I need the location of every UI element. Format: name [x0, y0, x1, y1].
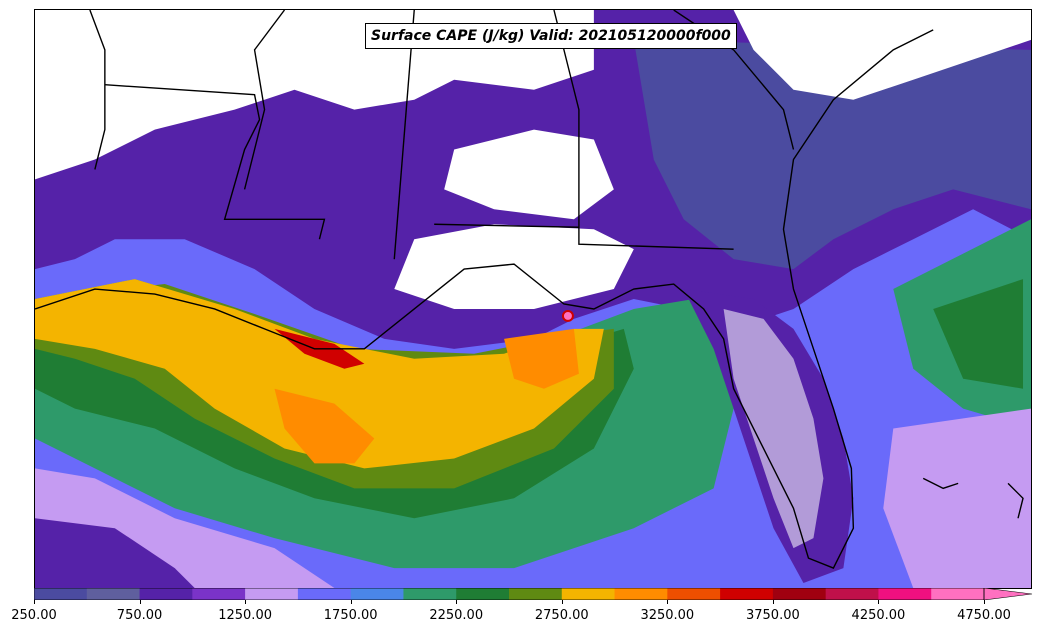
state-line-4	[553, 10, 734, 250]
cape-hotspot	[561, 309, 574, 322]
colorbar-segment	[509, 588, 563, 600]
colorbar-extend-arrow	[983, 588, 1033, 600]
colorbar-segment	[667, 588, 721, 600]
colorbar-tick-label: 2250.00	[429, 608, 484, 623]
colorbar-segment	[297, 588, 352, 600]
colorbar-segment	[86, 588, 141, 600]
colorbar-tick-mark	[456, 600, 458, 604]
state-line-3	[393, 10, 415, 260]
colorbar-segment	[878, 588, 932, 600]
florida-white-field	[723, 308, 824, 549]
inland-slate-field	[633, 39, 1031, 270]
white-land-north	[35, 10, 594, 180]
cape-map	[35, 10, 1031, 588]
gulf-orange-field-2	[504, 328, 579, 389]
coastline-gulf	[35, 29, 934, 569]
colorbar-segment	[192, 588, 246, 600]
map-title: Surface CAPE (J/kg) Valid: 202105120000f…	[365, 23, 737, 49]
colorbar-segment	[456, 588, 510, 600]
colorbar-segment	[34, 588, 88, 600]
state-line-2	[104, 84, 326, 240]
borders	[35, 10, 1024, 569]
colorbar-segment	[403, 588, 457, 600]
atlantic-lavender-field	[883, 408, 1031, 588]
state-line-1	[89, 10, 106, 170]
colorbar-tick-mark	[561, 600, 563, 604]
atlantic-darkgreen-field	[933, 279, 1024, 389]
colorbar-segment	[931, 588, 985, 600]
gulf-yellow-field	[35, 279, 604, 469]
colorbar-tick-mark	[245, 600, 247, 604]
colorbar-segment	[245, 588, 299, 600]
colorbar-tick-mark	[34, 600, 35, 604]
white-land-mid	[444, 129, 614, 220]
sw-purple-field	[35, 518, 195, 588]
colorbar-outline	[34, 588, 985, 600]
colorbar-segment	[561, 588, 616, 600]
map-panel: Surface CAPE (J/kg) Valid: 202105120000f…	[34, 9, 1032, 589]
colorbar-tick-mark	[350, 600, 352, 604]
white-land-center	[394, 224, 634, 309]
colorbar-tick-label: 1750.00	[323, 608, 378, 623]
colorbar-tick-label: 750.00	[116, 608, 163, 623]
bahamas-2	[1007, 482, 1024, 519]
colorbar-tick-label: 250.00	[11, 608, 57, 623]
colorbar	[34, 588, 1033, 600]
colorbar-ticks: 250.00 750.00 1250.00 1750.00 2250.00 2750.00…	[0, 600, 1042, 630]
colorbar-tick-label: 2750.00	[534, 608, 589, 623]
state-line-5	[434, 223, 579, 228]
colorbar-tick-mark	[878, 600, 880, 604]
colorbar-segment	[350, 588, 404, 600]
colorbar-tick-label: 3250.00	[640, 608, 695, 623]
state-line-6	[243, 10, 286, 190]
colorbar-segment	[139, 588, 193, 600]
colorbar-tick-label: 3750.00	[745, 608, 800, 623]
colorbar-segment	[614, 588, 668, 600]
colorbar-tick-label: 1250.00	[218, 608, 272, 623]
colorbar-tick-mark	[984, 600, 985, 604]
colorbar-segment	[772, 588, 827, 600]
colorbar-tick-label: 4250.00	[851, 608, 906, 623]
colorbar-segment	[720, 588, 774, 600]
colorbar-tick-mark	[139, 600, 141, 604]
white-land-se	[733, 10, 1031, 100]
colorbar-tick-mark	[772, 600, 774, 604]
colorbar-tick-mark	[667, 600, 669, 604]
colorbar-tick-label: 4750.00	[957, 608, 1011, 623]
bahamas-1	[922, 477, 959, 490]
gulf-orange-field	[274, 388, 375, 464]
colorbar-segment	[825, 588, 879, 600]
